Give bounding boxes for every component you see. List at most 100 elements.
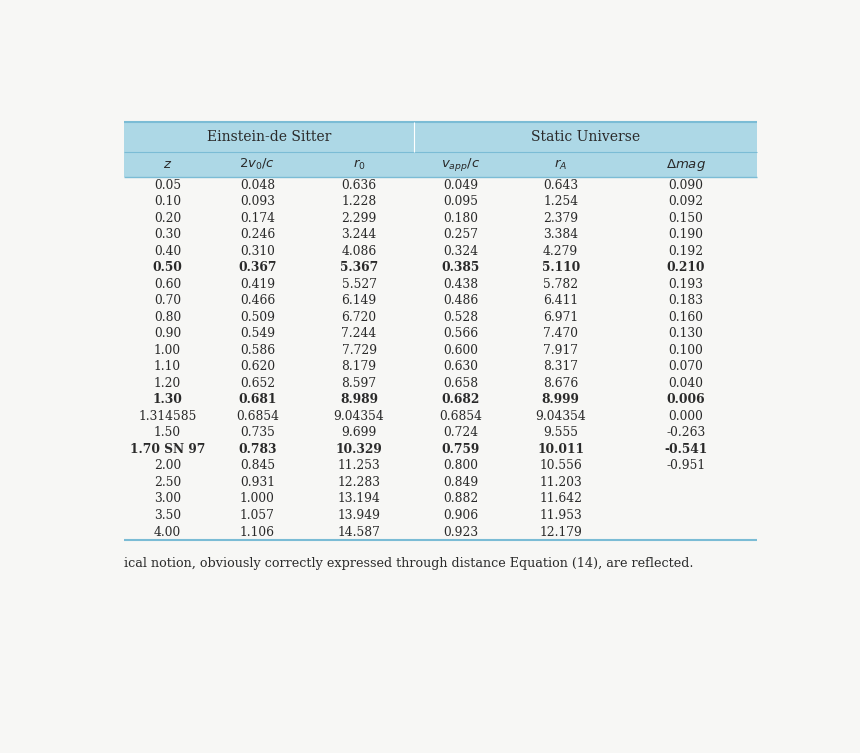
Text: 0.10: 0.10 [154, 195, 181, 208]
Text: 0.50: 0.50 [152, 261, 182, 274]
Text: 0.048: 0.048 [240, 178, 275, 191]
Text: 0.006: 0.006 [666, 393, 705, 407]
Text: 0.566: 0.566 [443, 328, 478, 340]
Text: 7.244: 7.244 [341, 328, 377, 340]
Text: 0.681: 0.681 [238, 393, 277, 407]
Text: 1.106: 1.106 [240, 526, 275, 538]
Text: 0.090: 0.090 [668, 178, 703, 191]
Bar [124, 152, 758, 177]
Text: 0.70: 0.70 [154, 294, 181, 307]
Text: 2.00: 2.00 [154, 459, 181, 472]
Text: 0.100: 0.100 [668, 344, 703, 357]
Text: 3.244: 3.244 [341, 228, 377, 241]
Text: 0.310: 0.310 [240, 245, 275, 258]
Text: 0.438: 0.438 [443, 278, 478, 291]
Text: 0.682: 0.682 [441, 393, 480, 407]
Text: 0.849: 0.849 [443, 476, 478, 489]
Text: 0.40: 0.40 [154, 245, 181, 258]
Text: 8.597: 8.597 [341, 376, 377, 390]
Text: 11.253: 11.253 [338, 459, 380, 472]
Text: 0.906: 0.906 [443, 509, 478, 522]
Text: 9.04354: 9.04354 [535, 410, 587, 423]
Text: $r_0$: $r_0$ [353, 157, 366, 172]
Text: 12.179: 12.179 [539, 526, 582, 538]
Text: 8.317: 8.317 [544, 360, 578, 373]
Text: 0.190: 0.190 [668, 228, 703, 241]
Text: 8.989: 8.989 [340, 393, 378, 407]
Text: 1.70 SN 97: 1.70 SN 97 [130, 443, 206, 456]
Text: 0.80: 0.80 [154, 311, 181, 324]
Text: 0.931: 0.931 [240, 476, 275, 489]
Text: 0.160: 0.160 [668, 311, 703, 324]
Text: 0.183: 0.183 [668, 294, 703, 307]
Text: 6.971: 6.971 [544, 311, 578, 324]
Text: 0.735: 0.735 [240, 426, 275, 440]
Text: 4.00: 4.00 [154, 526, 181, 538]
Text: 9.555: 9.555 [544, 426, 578, 440]
Text: 0.783: 0.783 [238, 443, 277, 456]
Text: Einstein-de Sitter: Einstein-de Sitter [207, 130, 331, 145]
Text: 4.086: 4.086 [341, 245, 377, 258]
Text: 0.257: 0.257 [443, 228, 478, 241]
Text: 0.800: 0.800 [443, 459, 478, 472]
Text: $\Delta mag$: $\Delta mag$ [666, 157, 706, 172]
Text: -0.541: -0.541 [664, 443, 707, 456]
Text: 2.50: 2.50 [154, 476, 181, 489]
Text: 1.00: 1.00 [154, 344, 181, 357]
Text: 7.470: 7.470 [544, 328, 578, 340]
Text: 0.620: 0.620 [240, 360, 275, 373]
Text: 0.192: 0.192 [668, 245, 703, 258]
Text: 0.845: 0.845 [240, 459, 275, 472]
Text: 0.6854: 0.6854 [236, 410, 279, 423]
Text: 2.299: 2.299 [341, 212, 377, 224]
Text: 0.419: 0.419 [240, 278, 275, 291]
Text: 0.643: 0.643 [544, 178, 578, 191]
Text: 1.30: 1.30 [152, 393, 182, 407]
Text: 0.210: 0.210 [666, 261, 705, 274]
Text: -0.951: -0.951 [666, 459, 705, 472]
Text: 5.367: 5.367 [340, 261, 378, 274]
Text: 5.782: 5.782 [544, 278, 578, 291]
Text: 5.110: 5.110 [542, 261, 580, 274]
Text: 1.314585: 1.314585 [138, 410, 197, 423]
Text: 0.466: 0.466 [240, 294, 275, 307]
Text: 0.6854: 0.6854 [439, 410, 482, 423]
Text: 3.384: 3.384 [544, 228, 578, 241]
Text: Static Universe: Static Universe [531, 130, 641, 145]
Text: 8.676: 8.676 [544, 376, 578, 390]
Text: 0.882: 0.882 [443, 492, 478, 505]
Text: 0.367: 0.367 [238, 261, 277, 274]
Text: 13.949: 13.949 [338, 509, 381, 522]
Text: 0.724: 0.724 [443, 426, 478, 440]
Text: $z$: $z$ [163, 158, 172, 171]
Text: $v_{app}/c$: $v_{app}/c$ [441, 156, 481, 173]
Text: 0.324: 0.324 [443, 245, 478, 258]
Text: 0.759: 0.759 [442, 443, 480, 456]
Text: 8.179: 8.179 [341, 360, 377, 373]
Text: 0.070: 0.070 [668, 360, 703, 373]
Bar [124, 122, 758, 152]
Text: 0.095: 0.095 [443, 195, 478, 208]
Text: 3.00: 3.00 [154, 492, 181, 505]
Text: 0.092: 0.092 [668, 195, 703, 208]
Text: 0.000: 0.000 [668, 410, 703, 423]
Text: 11.203: 11.203 [539, 476, 582, 489]
Text: 0.150: 0.150 [668, 212, 703, 224]
Text: 11.642: 11.642 [539, 492, 582, 505]
Text: 4.279: 4.279 [544, 245, 578, 258]
Text: 12.283: 12.283 [338, 476, 381, 489]
Text: 0.586: 0.586 [240, 344, 275, 357]
Text: 0.049: 0.049 [443, 178, 478, 191]
Text: 1.10: 1.10 [154, 360, 181, 373]
Text: 0.040: 0.040 [668, 376, 703, 390]
Text: 6.720: 6.720 [341, 311, 377, 324]
Text: 0.193: 0.193 [668, 278, 703, 291]
Text: 5.527: 5.527 [341, 278, 377, 291]
Text: ical notion, obviously correctly expressed through distance Equation (14), are r: ical notion, obviously correctly express… [124, 556, 694, 569]
Text: 6.411: 6.411 [544, 294, 578, 307]
Text: 1.228: 1.228 [341, 195, 377, 208]
Text: 0.652: 0.652 [240, 376, 275, 390]
Text: 6.149: 6.149 [341, 294, 377, 307]
Text: 3.50: 3.50 [154, 509, 181, 522]
Text: 1.057: 1.057 [240, 509, 275, 522]
